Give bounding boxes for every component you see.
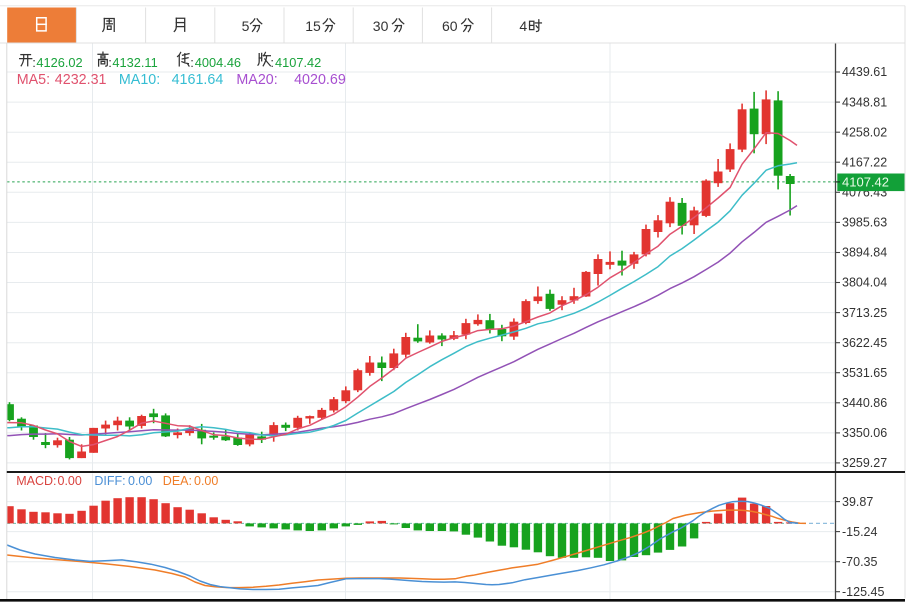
svg-text:3713.25: 3713.25	[842, 306, 887, 320]
svg-text:4132.11: 4132.11	[112, 55, 157, 70]
svg-text:15: 15	[305, 18, 321, 34]
svg-text:3350.06: 3350.06	[842, 426, 887, 440]
svg-text:3894.84: 3894.84	[842, 246, 887, 260]
svg-text:3259.27: 3259.27	[842, 456, 887, 470]
svg-text:MA5:: MA5:	[17, 72, 50, 88]
svg-text:0.00: 0.00	[194, 474, 218, 488]
svg-text:DIFF:: DIFF:	[94, 474, 125, 488]
svg-text:4126.02: 4126.02	[36, 55, 82, 70]
svg-text:0.00: 0.00	[128, 474, 152, 488]
svg-text:-125.45: -125.45	[842, 585, 884, 599]
svg-text:4161.64: 4161.64	[172, 72, 224, 88]
svg-text:4167.22: 4167.22	[842, 155, 887, 169]
svg-text:4107.42: 4107.42	[275, 55, 321, 70]
svg-text:4348.81: 4348.81	[842, 95, 887, 109]
svg-text:MACD:: MACD:	[16, 474, 56, 488]
svg-text:30: 30	[373, 18, 389, 34]
svg-text::: :	[32, 55, 36, 70]
svg-text:4258.02: 4258.02	[842, 125, 887, 139]
svg-text:MA10:: MA10:	[119, 72, 160, 88]
svg-text:DEA:: DEA:	[163, 474, 192, 488]
svg-text:3804.04: 3804.04	[842, 276, 887, 290]
svg-text:0.00: 0.00	[58, 474, 82, 488]
svg-text:4020.69: 4020.69	[294, 72, 346, 88]
svg-text:4232.31: 4232.31	[55, 72, 107, 88]
svg-text:60: 60	[442, 18, 458, 34]
svg-text:-15.24: -15.24	[842, 525, 877, 539]
svg-text:-70.35: -70.35	[842, 555, 877, 569]
svg-text:3531.65: 3531.65	[842, 366, 887, 380]
svg-text:3622.45: 3622.45	[842, 336, 887, 350]
svg-text:4439.61: 4439.61	[842, 65, 887, 79]
svg-text:3440.86: 3440.86	[842, 396, 887, 410]
svg-text:39.87: 39.87	[842, 495, 873, 509]
svg-text::: :	[108, 55, 112, 70]
svg-text:MA20:: MA20:	[236, 72, 277, 88]
svg-text:5: 5	[242, 18, 250, 34]
svg-text:4004.46: 4004.46	[195, 55, 241, 70]
svg-text:4: 4	[519, 18, 527, 34]
svg-text::: :	[270, 55, 274, 70]
svg-text:3985.63: 3985.63	[842, 216, 887, 230]
svg-text:4107.42: 4107.42	[842, 175, 889, 190]
svg-text::: :	[190, 55, 194, 70]
